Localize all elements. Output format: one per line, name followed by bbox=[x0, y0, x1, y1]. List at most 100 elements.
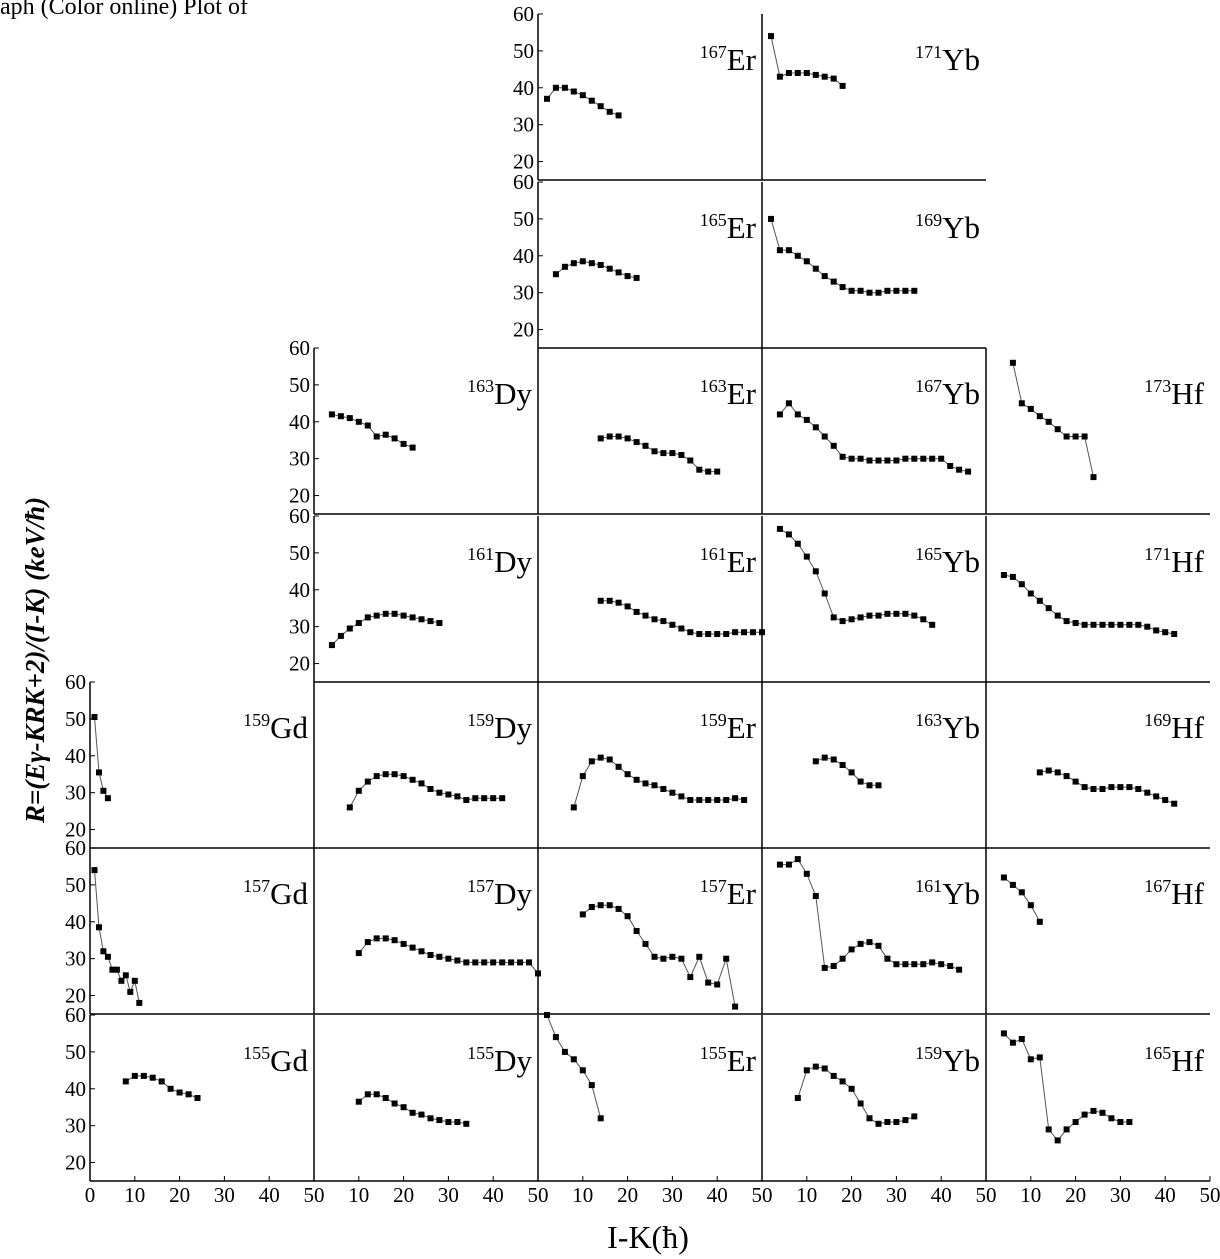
y-tick-label: 30 bbox=[65, 947, 86, 971]
data-point bbox=[902, 287, 909, 294]
data-point bbox=[346, 625, 353, 632]
data-point bbox=[418, 780, 425, 787]
data-point bbox=[803, 870, 810, 877]
element-symbol: Yb bbox=[942, 1043, 980, 1078]
data-point bbox=[785, 531, 792, 538]
y-tick-label: 20 bbox=[289, 484, 310, 508]
nucleus-label: 155Dy bbox=[467, 1043, 532, 1078]
data-point bbox=[669, 450, 676, 457]
x-tick-label: 40 bbox=[931, 1183, 952, 1207]
x-tick-label: 20 bbox=[841, 1183, 862, 1207]
x-tick-label: 20 bbox=[393, 1183, 414, 1207]
panel-161-yb: 161Yb bbox=[761, 848, 986, 1015]
element-symbol: Dy bbox=[494, 876, 532, 911]
data-point bbox=[606, 265, 613, 272]
data-point bbox=[1000, 572, 1007, 578]
data-point bbox=[705, 468, 712, 475]
data-point bbox=[490, 795, 497, 802]
element-symbol: Yb bbox=[942, 42, 980, 77]
data-point bbox=[1072, 433, 1079, 440]
series-line bbox=[331, 413, 413, 449]
data-point bbox=[839, 955, 846, 962]
data-point bbox=[1171, 631, 1178, 637]
data-point bbox=[1036, 597, 1043, 604]
data-point bbox=[597, 435, 604, 442]
data-point bbox=[848, 1085, 855, 1092]
data-point bbox=[1117, 1119, 1124, 1125]
y-tick-label: 30 bbox=[65, 781, 86, 805]
data-point bbox=[866, 612, 873, 619]
data-point bbox=[678, 955, 685, 962]
data-point bbox=[732, 795, 739, 802]
data-point bbox=[830, 442, 837, 449]
data-point bbox=[346, 804, 353, 811]
x-tick-label: 40 bbox=[707, 1183, 728, 1207]
nucleus-label: 161Yb bbox=[915, 876, 980, 911]
data-point bbox=[624, 273, 631, 280]
data-point bbox=[902, 455, 909, 462]
nucleus-label: 167Er bbox=[700, 42, 757, 77]
data-point bbox=[714, 631, 721, 637]
data-point bbox=[1090, 621, 1097, 628]
data-point bbox=[1018, 1036, 1025, 1042]
data-point bbox=[920, 961, 927, 968]
data-point bbox=[606, 597, 613, 604]
mass-number: 167 bbox=[915, 376, 942, 396]
data-point bbox=[409, 614, 416, 621]
mass-number: 167 bbox=[1144, 876, 1171, 896]
element-symbol: Dy bbox=[494, 710, 532, 745]
data-point bbox=[830, 278, 837, 285]
data-point bbox=[812, 265, 819, 272]
data-point bbox=[615, 433, 622, 440]
data-point bbox=[1018, 400, 1025, 407]
data-point bbox=[561, 84, 568, 91]
panel-155-gd: 155Gd bbox=[89, 1015, 314, 1182]
data-point bbox=[911, 1113, 918, 1120]
data-point bbox=[839, 82, 846, 89]
panel-157-er: 157Er bbox=[537, 848, 762, 1015]
data-point bbox=[821, 754, 828, 761]
data-point bbox=[1036, 1054, 1043, 1061]
data-point bbox=[382, 771, 389, 778]
nucleus-label: 167Yb bbox=[915, 376, 980, 411]
data-point bbox=[427, 618, 434, 625]
data-point bbox=[812, 71, 819, 78]
panel-155-dy: 155Dy bbox=[313, 1015, 538, 1182]
data-point bbox=[794, 540, 801, 547]
data-point bbox=[373, 1091, 380, 1098]
data-point bbox=[821, 964, 828, 971]
data-point bbox=[427, 952, 434, 958]
data-point bbox=[642, 780, 649, 787]
nucleus-label: 165Yb bbox=[915, 544, 980, 579]
data-point bbox=[1162, 797, 1169, 803]
data-point bbox=[355, 950, 362, 957]
data-point bbox=[875, 1120, 882, 1127]
panel-167-er: 167Er bbox=[537, 14, 762, 181]
data-point bbox=[1090, 1107, 1097, 1114]
caption-fragment: aph (Color online) Plot of bbox=[0, 0, 248, 20]
data-point bbox=[776, 525, 783, 532]
nucleus-label: 169Hf bbox=[1144, 710, 1204, 745]
mass-number: 159 bbox=[915, 1043, 942, 1063]
nucleus-label: 159Gd bbox=[243, 710, 308, 745]
mass-number: 165 bbox=[1144, 1043, 1171, 1063]
data-point bbox=[830, 1072, 837, 1079]
data-point bbox=[785, 400, 792, 407]
data-point bbox=[382, 935, 389, 942]
y-tick-label: 50 bbox=[65, 1040, 86, 1064]
data-point bbox=[678, 452, 685, 458]
data-point bbox=[1063, 773, 1070, 780]
data-point bbox=[1018, 581, 1025, 588]
x-tick-label: 50 bbox=[1200, 1183, 1220, 1207]
data-point bbox=[776, 411, 783, 418]
mass-number: 165 bbox=[915, 544, 942, 564]
data-point bbox=[1027, 1056, 1034, 1063]
x-tick-label: 30 bbox=[438, 1183, 459, 1207]
mass-number: 157 bbox=[700, 876, 727, 896]
data-point bbox=[794, 1095, 801, 1101]
y-tick-label: 40 bbox=[65, 744, 86, 768]
data-point bbox=[866, 939, 873, 946]
data-point bbox=[579, 92, 586, 99]
nucleus-label: 171Yb bbox=[915, 42, 980, 77]
data-point bbox=[409, 776, 416, 783]
